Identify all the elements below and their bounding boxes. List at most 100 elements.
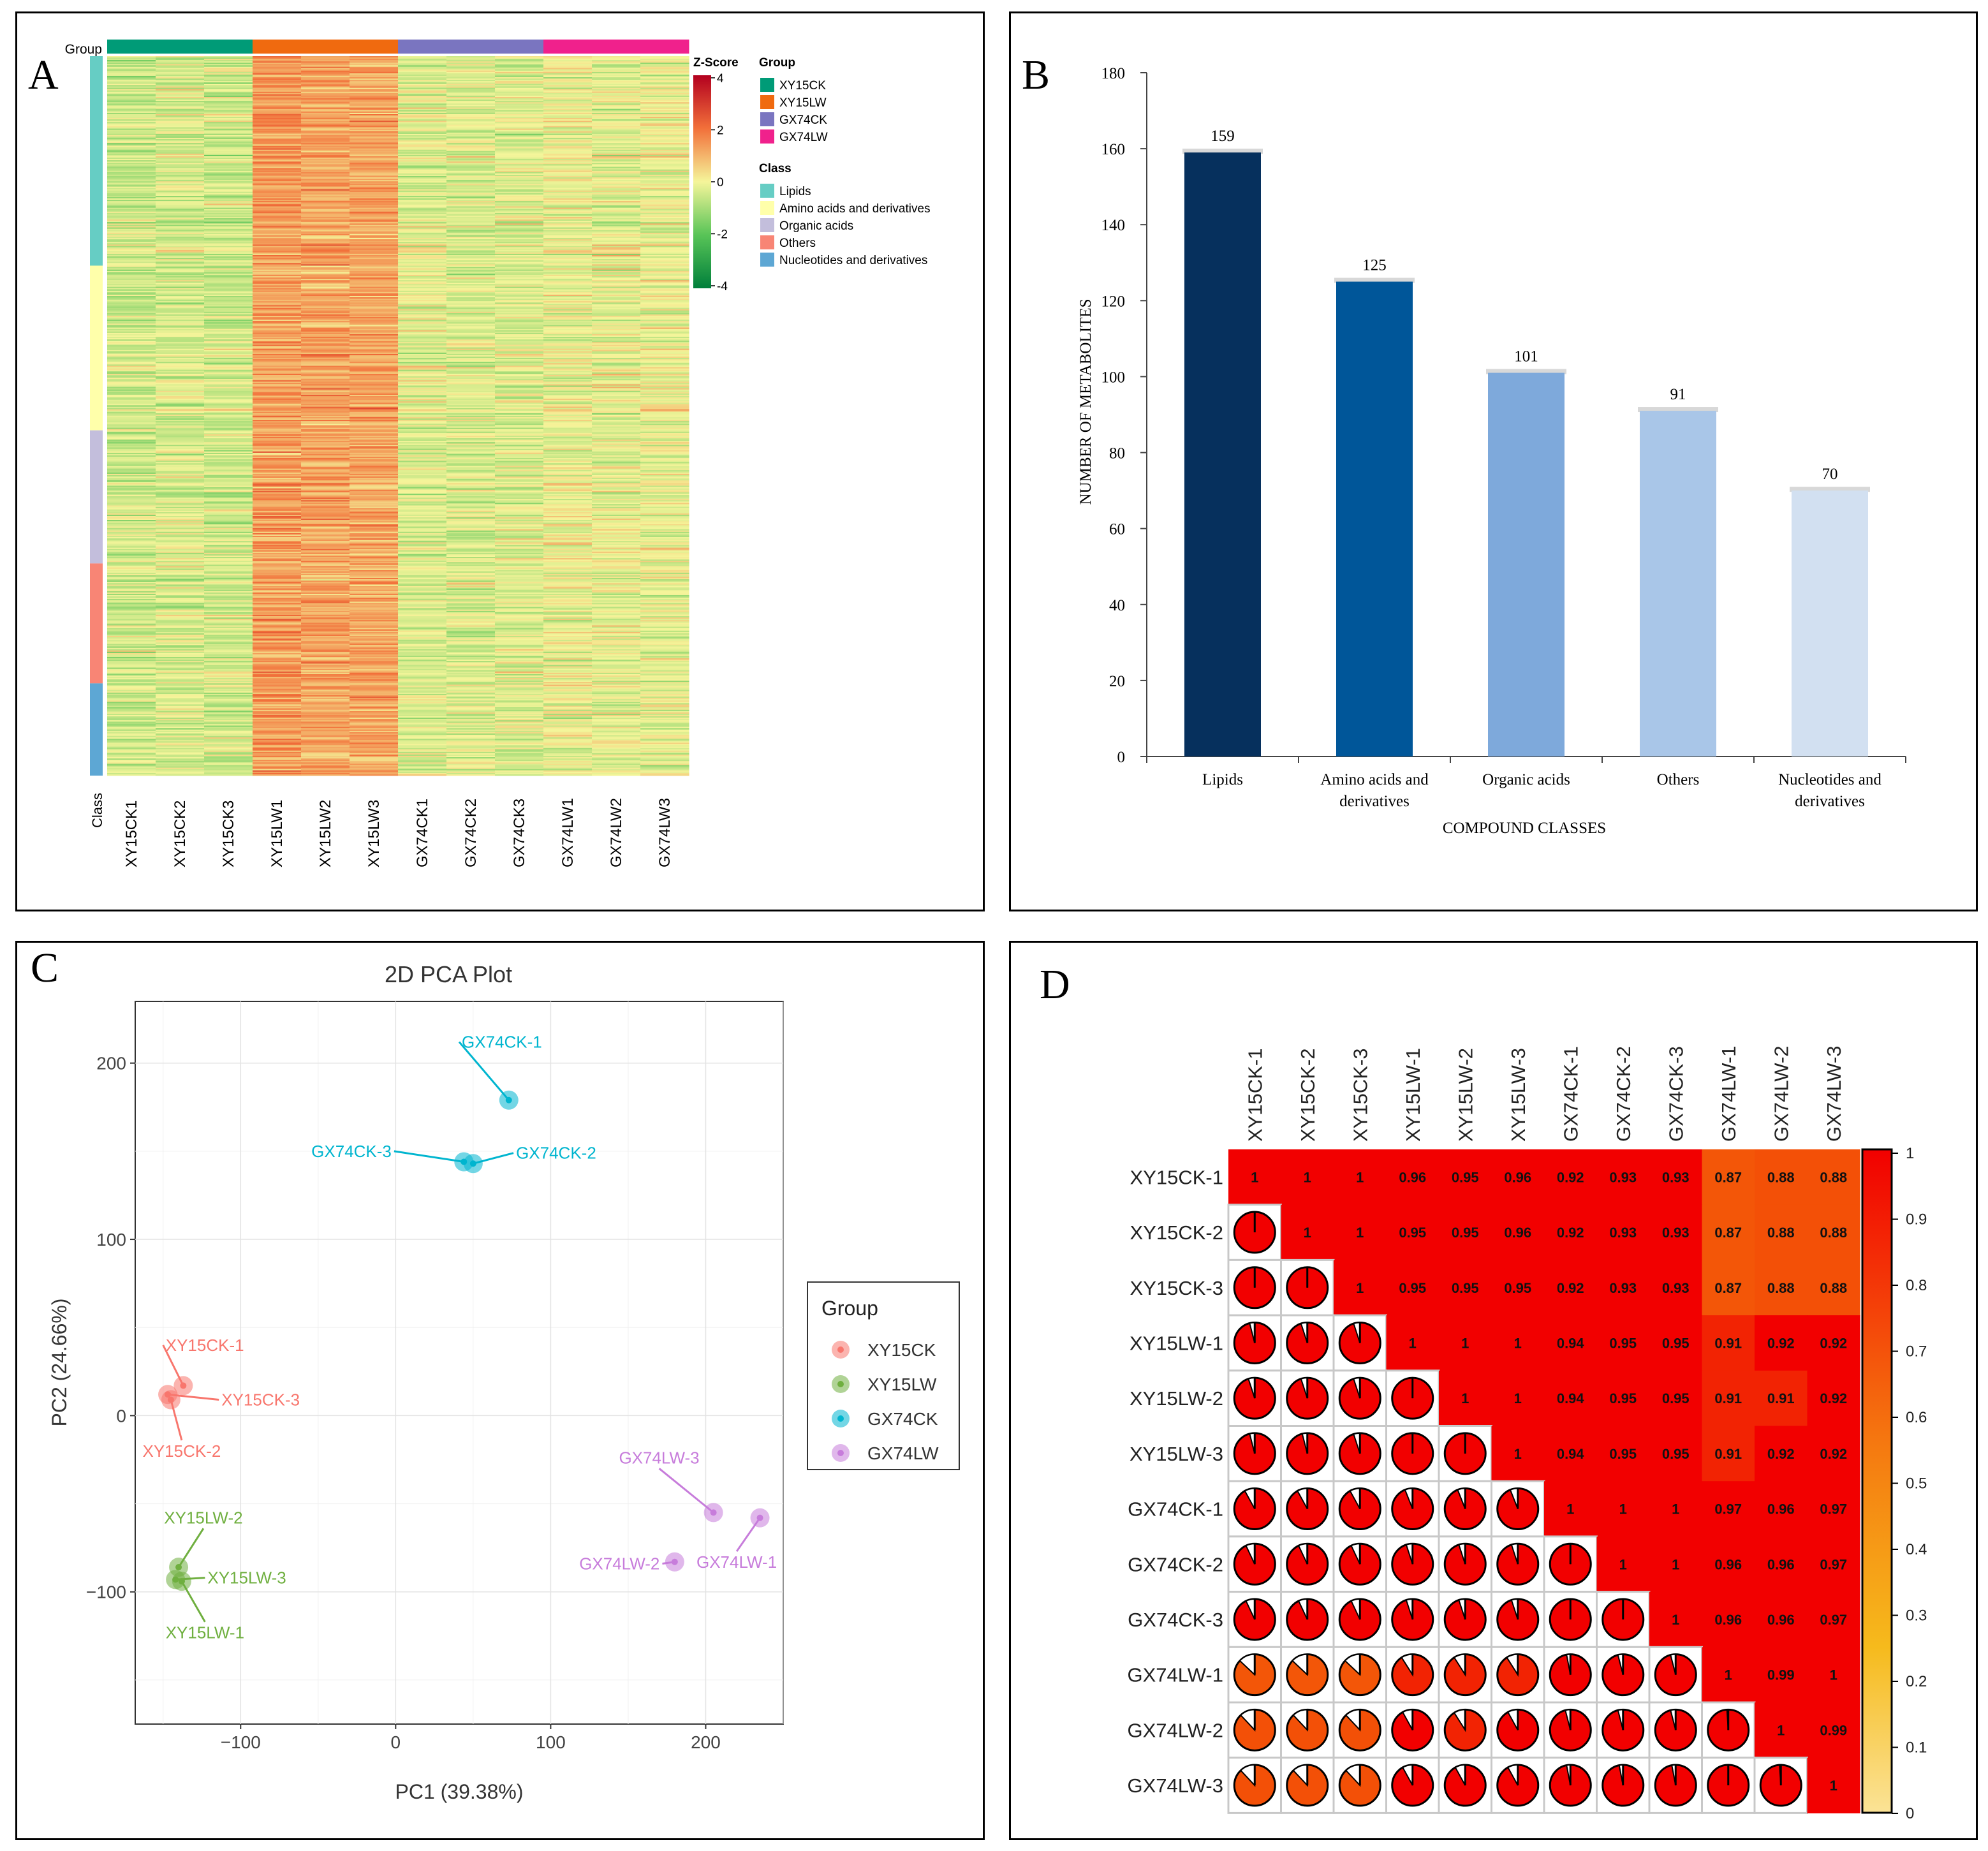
heatmap-cell xyxy=(107,227,156,230)
heatmap-cell xyxy=(301,320,350,321)
heatmap-cell xyxy=(398,388,447,390)
heatmap-cell xyxy=(592,230,641,232)
heatmap-cell xyxy=(204,211,253,214)
heatmap-cell xyxy=(543,306,593,308)
heatmap-cell xyxy=(543,371,593,373)
heatmap-cell xyxy=(543,160,593,162)
heatmap-cell xyxy=(446,538,496,540)
group-bar-XY15LW2 xyxy=(301,40,350,54)
heatmap-cell xyxy=(543,482,593,483)
heatmap-cell xyxy=(107,410,156,413)
heatmap-cell xyxy=(543,512,593,514)
heatmap-cell xyxy=(592,406,641,409)
heatmap-cell xyxy=(495,593,544,596)
heatmap-cell xyxy=(253,353,302,356)
heatmap-cell xyxy=(495,472,544,475)
heatmap-cell xyxy=(640,538,689,540)
heatmap-cell xyxy=(204,343,253,345)
heatmap-cell xyxy=(350,376,399,378)
heatmap-cell xyxy=(640,165,689,167)
heatmap-cell xyxy=(350,136,399,138)
heatmap-cell xyxy=(446,374,496,377)
heatmap-cell xyxy=(301,193,350,195)
heatmap-cell xyxy=(107,531,156,534)
heatmap-cell xyxy=(640,168,689,170)
heatmap-cell xyxy=(156,405,205,407)
heatmap-cell xyxy=(107,424,156,425)
heatmap-cell xyxy=(156,471,205,473)
heatmap-cell xyxy=(640,110,689,112)
heatmap-cell xyxy=(398,596,447,598)
heatmap-cell xyxy=(592,75,641,78)
heatmap-cell xyxy=(495,328,544,331)
heatmap-cell xyxy=(204,247,253,249)
heatmap-cell xyxy=(446,186,496,188)
heatmap-cell xyxy=(301,114,350,116)
heatmap-cell xyxy=(543,346,593,348)
heatmap-cell xyxy=(446,177,496,179)
heatmap-cell xyxy=(398,248,447,251)
heatmap-cell xyxy=(398,65,447,67)
heatmap-cell xyxy=(495,376,544,378)
heatmap-cell xyxy=(301,376,350,378)
heatmap-cell xyxy=(543,393,593,395)
heatmap-cell xyxy=(156,468,205,471)
heatmap-cell xyxy=(398,384,447,386)
heatmap-cell xyxy=(253,302,302,304)
heatmap-cell xyxy=(253,558,302,560)
heatmap-cell xyxy=(253,135,302,137)
heatmap-cell xyxy=(398,227,447,230)
heatmap-cell xyxy=(398,70,447,73)
heatmap-cell xyxy=(350,600,399,602)
heatmap-cell xyxy=(543,468,593,471)
heatmap-cell xyxy=(350,476,399,478)
heatmap-cell xyxy=(204,410,253,413)
heatmap-cell xyxy=(640,309,689,311)
heatmap-cell xyxy=(446,438,496,440)
heatmap-cell xyxy=(640,325,689,327)
heatmap-cell xyxy=(350,517,399,519)
heatmap-cell xyxy=(543,525,593,527)
heatmap-cell xyxy=(107,558,156,560)
heatmap-cell xyxy=(107,411,156,414)
heatmap-cell xyxy=(204,270,253,273)
heatmap-cell xyxy=(446,547,496,550)
heatmap-cell xyxy=(253,181,302,183)
heatmap-cell xyxy=(253,368,302,371)
heatmap-cell xyxy=(156,315,205,318)
heatmap-cell xyxy=(543,437,593,439)
heatmap-cell xyxy=(446,128,496,131)
heatmap-cell xyxy=(640,505,689,507)
heatmap-cell xyxy=(640,202,689,204)
heatmap-cell xyxy=(398,476,447,478)
heatmap-cell xyxy=(592,154,641,157)
heatmap-cell xyxy=(253,512,302,514)
heatmap-cell xyxy=(156,420,205,422)
heatmap-cell xyxy=(204,321,253,323)
heatmap-cell xyxy=(204,159,253,161)
heatmap-cell xyxy=(350,152,399,154)
heatmap-cell xyxy=(204,277,253,279)
heatmap-cell xyxy=(301,591,350,593)
heatmap-cell xyxy=(156,571,205,573)
heatmap-cell xyxy=(543,230,593,232)
heatmap-cell xyxy=(592,522,641,524)
heatmap-cell xyxy=(495,232,544,235)
heatmap-cell xyxy=(495,541,544,543)
heatmap-cell xyxy=(350,121,399,122)
heatmap-cell xyxy=(592,583,641,585)
heatmap-cell xyxy=(350,500,399,502)
heatmap-cell xyxy=(156,132,205,135)
heatmap-cell xyxy=(446,389,496,392)
heatmap-cell xyxy=(640,207,689,210)
heatmap-cell xyxy=(301,321,350,323)
heatmap-cell xyxy=(301,459,350,461)
heatmap-cell xyxy=(156,300,205,302)
heatmap-cell xyxy=(640,524,689,526)
heatmap-cell xyxy=(398,471,447,473)
heatmap-cell xyxy=(107,461,156,462)
heatmap-cell xyxy=(495,579,544,581)
heatmap-cell xyxy=(446,240,496,242)
heatmap-cell xyxy=(543,338,593,340)
heatmap-cell xyxy=(446,156,496,158)
